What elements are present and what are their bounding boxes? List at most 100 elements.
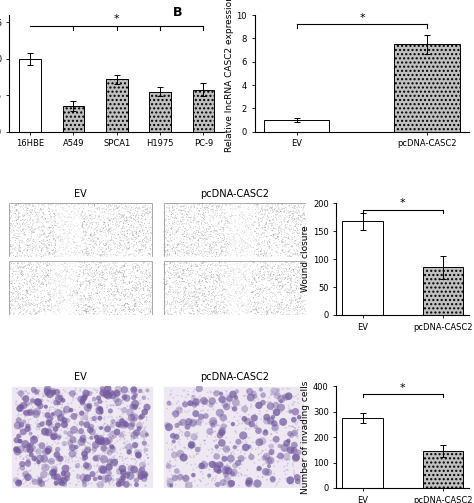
Point	[214, 227, 221, 235]
Point	[168, 311, 176, 319]
Point	[301, 215, 309, 223]
Point	[15, 287, 22, 295]
Point	[202, 300, 210, 308]
Point	[68, 203, 75, 211]
Point	[191, 401, 199, 409]
Point	[26, 278, 34, 286]
Point	[269, 285, 277, 293]
Point	[14, 200, 22, 208]
Point	[48, 267, 55, 275]
Point	[195, 223, 203, 231]
Point	[222, 387, 229, 395]
Point	[162, 283, 169, 291]
Point	[109, 391, 117, 399]
Point	[134, 267, 142, 275]
Point	[229, 266, 237, 274]
Point	[194, 446, 201, 454]
Point	[25, 223, 32, 231]
Point	[131, 284, 139, 292]
Point	[295, 215, 302, 223]
Point	[30, 205, 38, 213]
Point	[89, 286, 96, 294]
Point	[254, 309, 261, 317]
Point	[172, 296, 180, 304]
Point	[178, 271, 186, 279]
Point	[215, 247, 222, 255]
Point	[104, 449, 111, 457]
Point	[55, 242, 63, 250]
Point	[25, 418, 32, 426]
Point	[133, 247, 140, 255]
Point	[273, 481, 280, 489]
Point	[84, 278, 92, 286]
Point	[116, 274, 123, 282]
Point	[16, 229, 24, 237]
Point	[246, 201, 254, 209]
Point	[28, 247, 36, 255]
Point	[11, 254, 18, 262]
Point	[169, 259, 177, 267]
Point	[112, 402, 120, 410]
Point	[27, 273, 35, 281]
Point	[44, 262, 52, 270]
Point	[262, 207, 269, 215]
Point	[66, 436, 74, 444]
Point	[251, 410, 259, 418]
Point	[173, 279, 180, 287]
Point	[199, 267, 206, 275]
Point	[178, 473, 186, 481]
Point	[63, 264, 70, 272]
Point	[164, 268, 171, 276]
Point	[115, 222, 123, 230]
Point	[115, 301, 123, 309]
Point	[139, 241, 147, 249]
Point	[44, 297, 52, 305]
Point	[238, 219, 246, 227]
Point	[288, 266, 295, 274]
Point	[194, 218, 202, 226]
Point	[22, 453, 30, 461]
Point	[257, 214, 264, 222]
Point	[59, 414, 66, 423]
Point	[291, 239, 298, 247]
Point	[99, 270, 107, 278]
Point	[75, 249, 82, 257]
Point	[236, 242, 244, 250]
Point	[42, 428, 49, 436]
Point	[100, 426, 108, 434]
Point	[41, 241, 49, 249]
Point	[169, 219, 177, 227]
Point	[32, 444, 39, 452]
Point	[129, 296, 137, 304]
Point	[272, 292, 280, 300]
Point	[182, 294, 190, 302]
Point	[237, 201, 244, 209]
Point	[164, 250, 172, 258]
Point	[76, 297, 84, 305]
Point	[19, 296, 27, 304]
Point	[40, 272, 48, 280]
Point	[40, 243, 47, 252]
Point	[16, 241, 23, 249]
Point	[21, 231, 29, 239]
Point	[251, 425, 259, 433]
Point	[239, 439, 246, 447]
Point	[139, 238, 147, 246]
Point	[87, 295, 95, 303]
Point	[242, 306, 250, 314]
Point	[270, 224, 277, 232]
Point	[249, 243, 257, 252]
Point	[189, 269, 196, 277]
Point	[128, 408, 136, 416]
Point	[254, 203, 262, 211]
Point	[143, 298, 150, 306]
Point	[281, 215, 289, 223]
Point	[284, 252, 292, 260]
Point	[40, 269, 48, 277]
Point	[226, 234, 233, 242]
Point	[129, 268, 137, 276]
Point	[118, 289, 125, 297]
Point	[79, 265, 87, 273]
Point	[199, 277, 206, 285]
Point	[74, 299, 82, 307]
